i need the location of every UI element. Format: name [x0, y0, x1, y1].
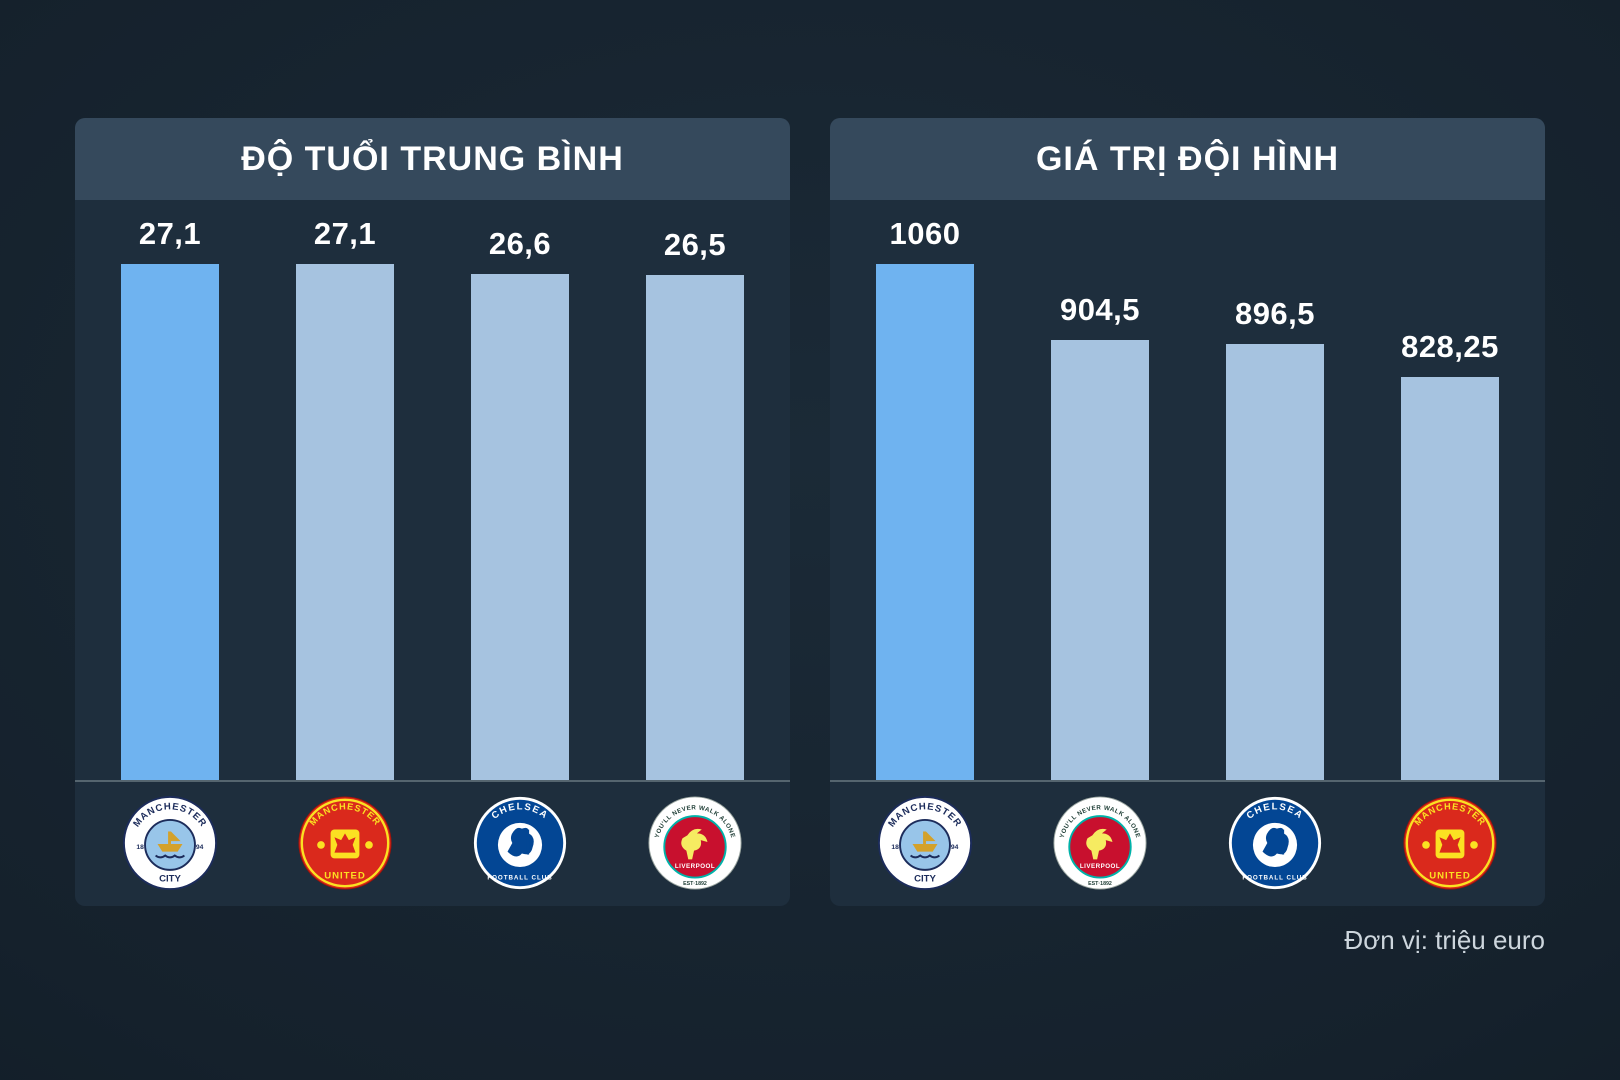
value-bar — [1051, 340, 1149, 780]
club-logos-row — [75, 780, 790, 904]
bar-column: 1060 — [876, 216, 974, 780]
unit-footnote: Đơn vị: triệu euro — [1344, 925, 1545, 955]
club-crest-icon — [1227, 795, 1323, 891]
club-crest — [471, 795, 569, 891]
chart-panel-average-age: ĐỘ TUỔI TRUNG BÌNH 27,1 27,1 26,6 26,5 — [75, 118, 790, 906]
chart-title: ĐỘ TUỔI TRUNG BÌNH — [241, 139, 624, 178]
bar-area: 27,1 27,1 26,6 26,5 — [75, 200, 790, 780]
club-crest-icon — [647, 795, 743, 891]
club-crest-icon — [1402, 795, 1498, 891]
bar-column: 26,5 — [646, 227, 744, 780]
club-crest — [1226, 795, 1324, 891]
bar-area: 1060 904,5 896,5 828,25 — [830, 200, 1545, 780]
bar-column: 27,1 — [296, 216, 394, 780]
club-crest — [876, 795, 974, 891]
chart-panel-squad-value: GIÁ TRỊ ĐỘI HÌNH 1060 904,5 896,5 828,25 — [830, 118, 1545, 906]
bar-column: 27,1 — [121, 216, 219, 780]
chart-title: GIÁ TRỊ ĐỘI HÌNH — [1035, 139, 1340, 178]
bar-value-label: 896,5 — [1234, 296, 1316, 331]
club-crest-icon — [472, 795, 568, 891]
value-bar — [1401, 377, 1499, 780]
value-bar — [1226, 344, 1324, 780]
club-crest — [646, 795, 744, 891]
bar-value-label: 1060 — [889, 216, 961, 251]
value-bar — [876, 264, 974, 780]
club-crest — [1401, 795, 1499, 891]
club-crest-icon — [1052, 795, 1148, 891]
bar-value-label: 828,25 — [1401, 329, 1499, 364]
bar-column: 896,5 — [1226, 296, 1324, 780]
value-bar — [121, 264, 219, 780]
bar-value-label: 27,1 — [313, 216, 377, 251]
club-logos-row — [830, 780, 1545, 904]
club-crest — [1051, 795, 1149, 891]
bar-column: 26,6 — [471, 226, 569, 780]
bar-column: 828,25 — [1401, 329, 1499, 780]
bar-value-label: 904,5 — [1059, 292, 1141, 327]
bar-value-label: 27,1 — [138, 216, 202, 251]
club-crest-icon — [877, 795, 973, 891]
bar-value-label: 26,5 — [663, 227, 727, 262]
club-crest-icon — [122, 795, 218, 891]
bar-column: 904,5 — [1051, 292, 1149, 780]
club-crest — [121, 795, 219, 891]
value-bar — [296, 264, 394, 780]
value-bar — [646, 275, 744, 780]
chart-header: GIÁ TRỊ ĐỘI HÌNH — [830, 118, 1545, 200]
bar-value-label: 26,6 — [488, 226, 552, 261]
club-crest-icon — [297, 795, 393, 891]
chart-header: ĐỘ TUỔI TRUNG BÌNH — [75, 118, 790, 200]
club-crest — [296, 795, 394, 891]
value-bar — [471, 274, 569, 780]
